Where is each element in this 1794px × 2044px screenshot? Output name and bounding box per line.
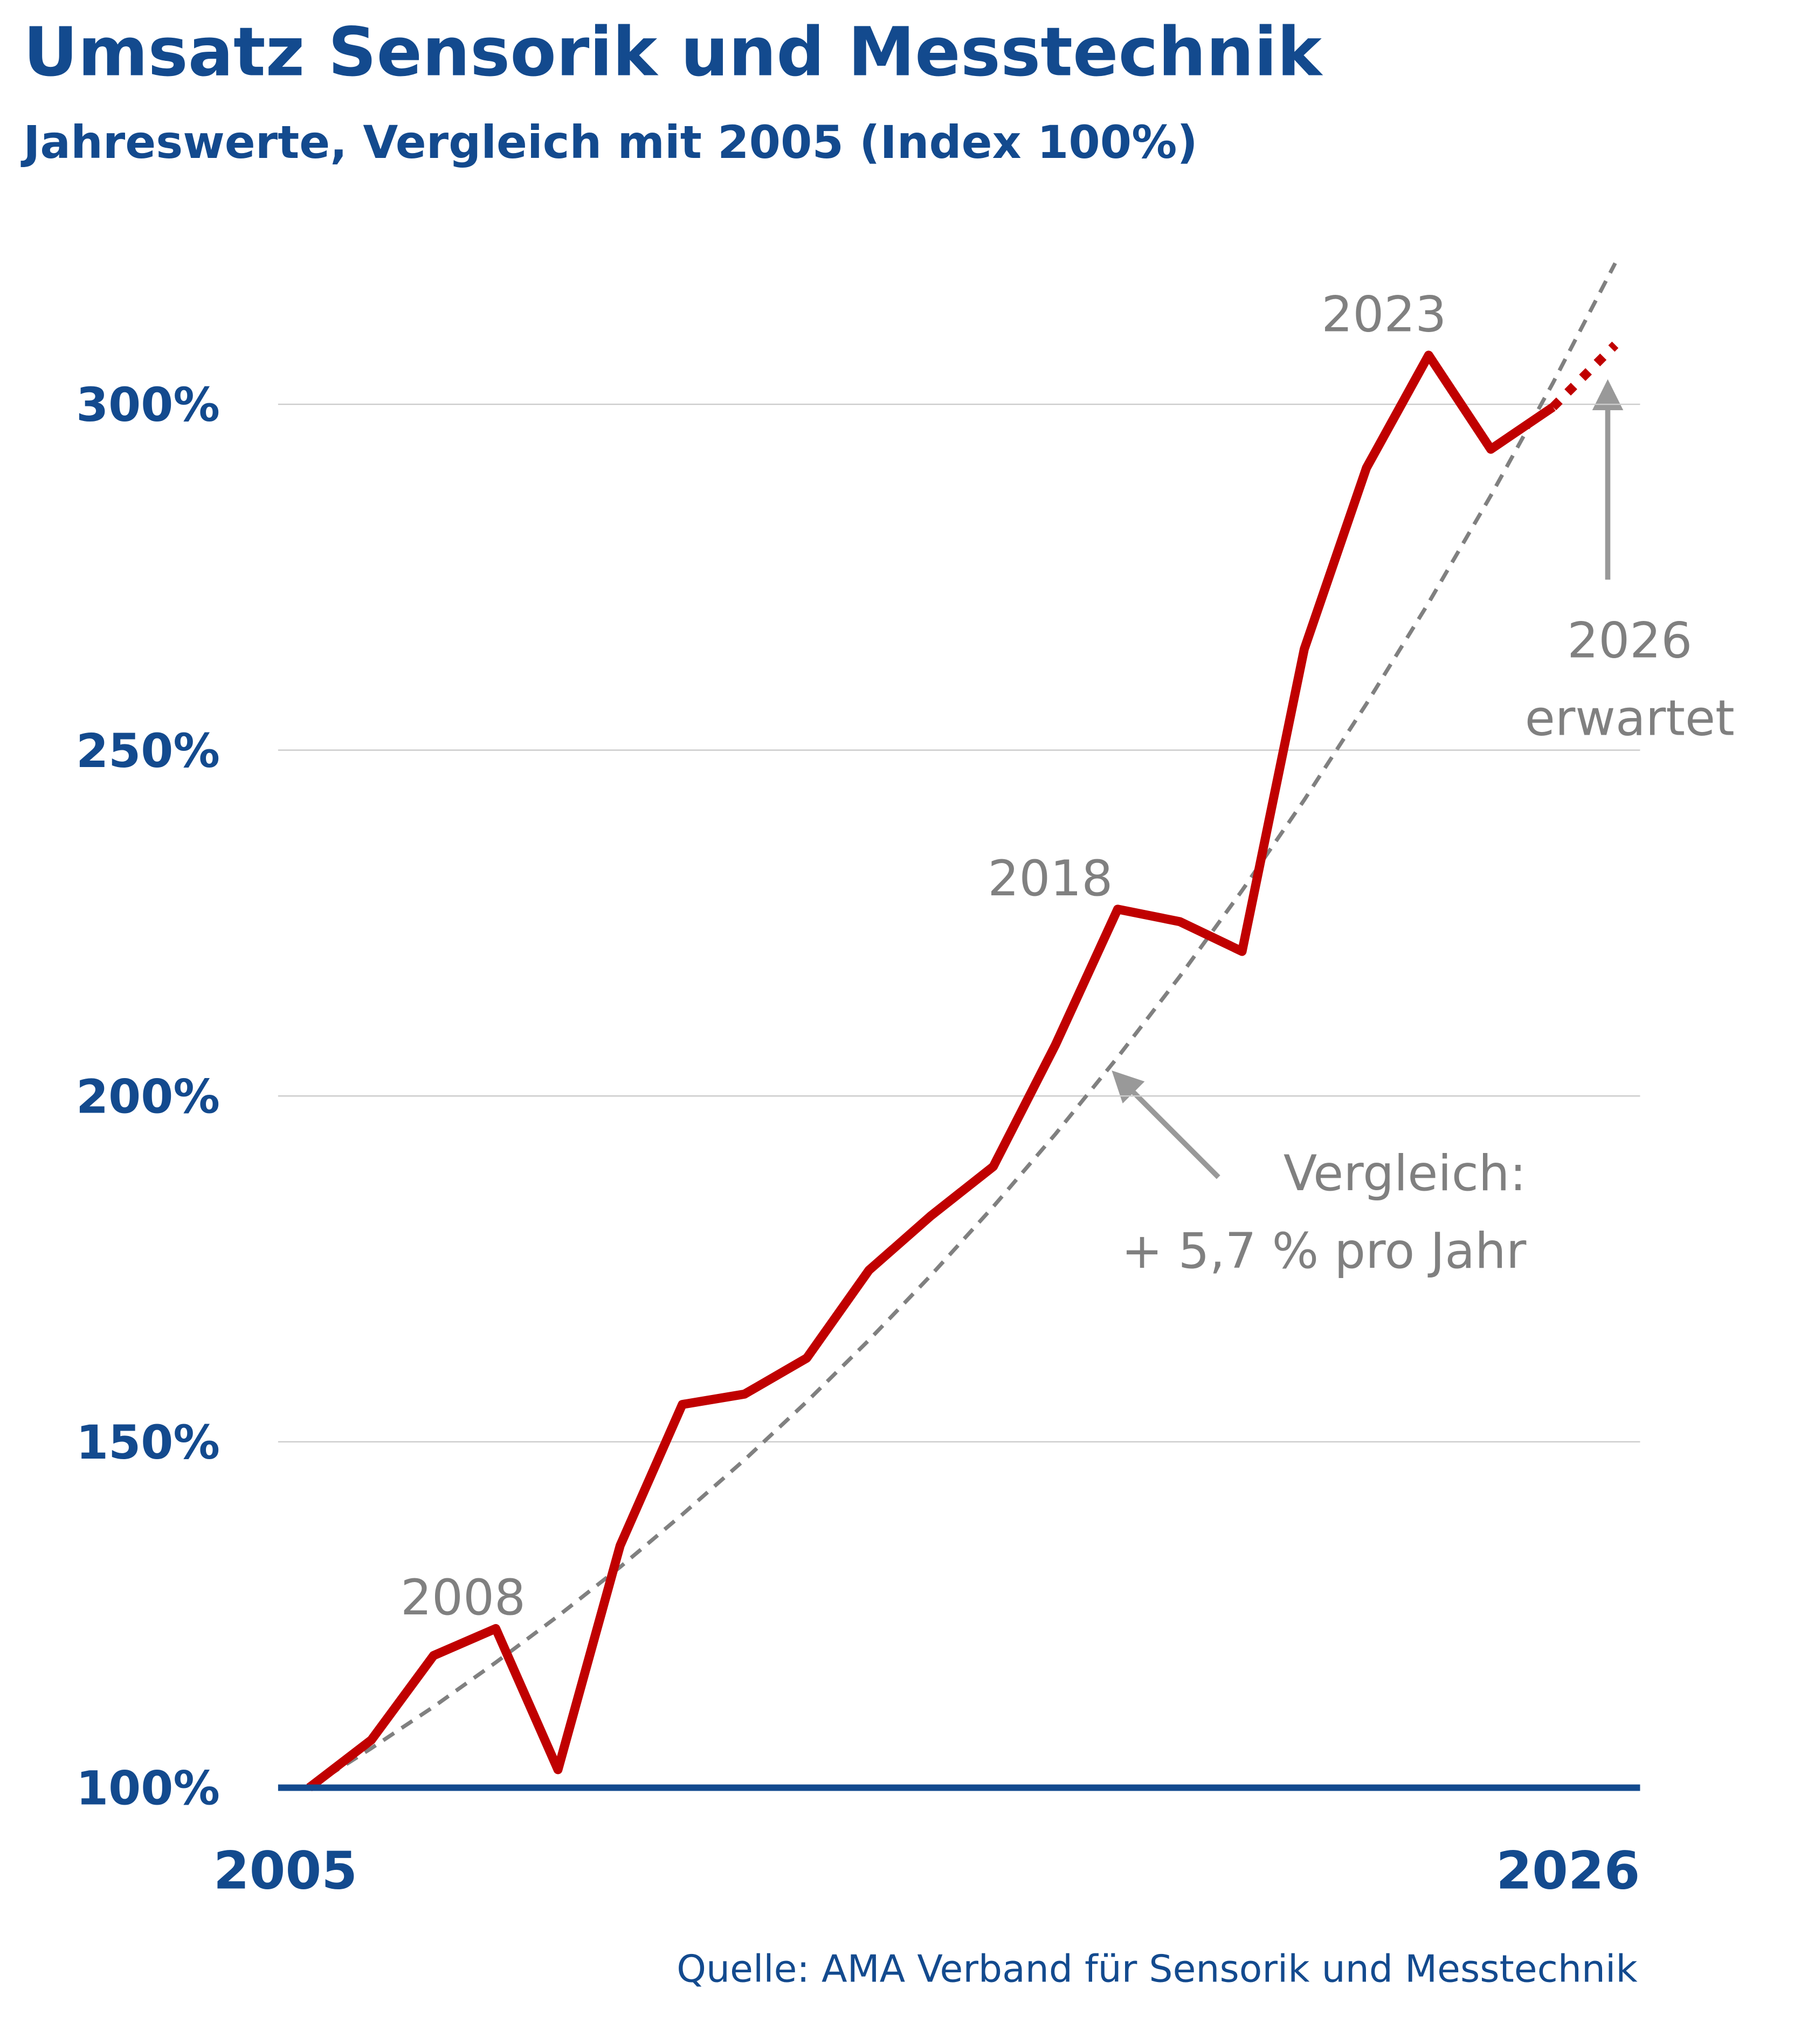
annotation: 2018 <box>988 850 1113 907</box>
chart-title: Umsatz Sensorik und Messtechnik <box>23 13 1323 92</box>
series-line <box>306 350 1556 1792</box>
y-tick-label: 200% <box>76 1070 220 1124</box>
annotation: 2008 <box>401 1569 526 1626</box>
y-tick-label: 250% <box>76 724 220 778</box>
arrow <box>1112 1071 1220 1179</box>
chart-subtitle: Jahreswerte, Vergleich mit 2005 (Index 1… <box>20 116 1198 169</box>
annotation: + 5,7 % pro Jahr <box>1121 1222 1526 1280</box>
series-line <box>308 262 1617 1790</box>
y-tick-label: 300% <box>76 378 220 432</box>
x-tick-label: 2026 <box>1496 1841 1640 1901</box>
source: Quelle: AMA Verband für Sensorik und Mes… <box>677 1947 1638 1991</box>
y-tick-label: 100% <box>76 1762 220 1816</box>
x-tick-label: 2005 <box>213 1841 357 1901</box>
annotation: Vergleich: <box>1284 1144 1526 1202</box>
annotation: 2023 <box>1321 286 1446 343</box>
y-tick-label: 150% <box>76 1416 220 1470</box>
annotation: erwartet <box>1525 689 1735 747</box>
annotation: 2026 <box>1567 611 1692 669</box>
series-line <box>1549 341 1619 411</box>
